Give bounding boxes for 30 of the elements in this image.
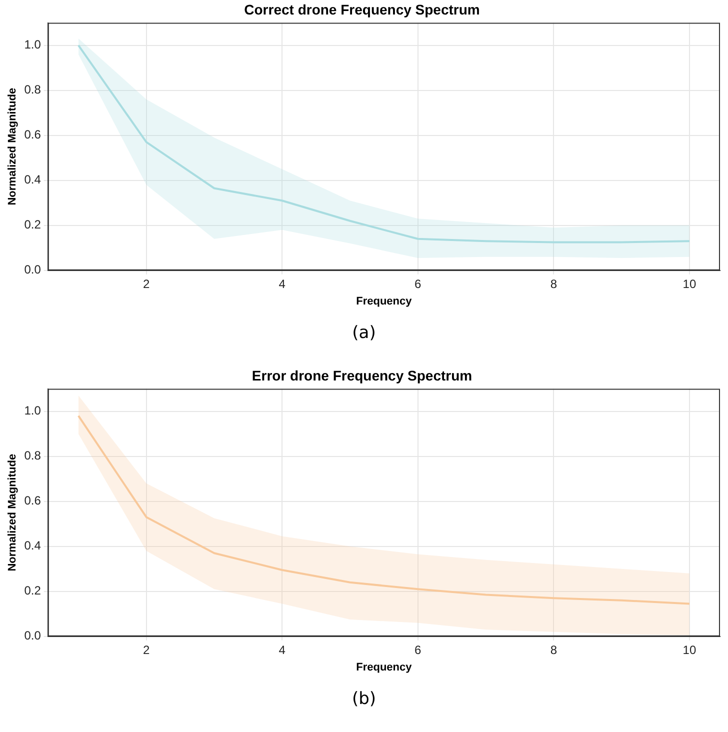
y-tick-label: 0.2 bbox=[24, 584, 42, 598]
y-tick-label: 0.0 bbox=[24, 628, 42, 643]
x-tick-label: 4 bbox=[278, 642, 286, 657]
x-tick-label: 6 bbox=[414, 642, 422, 657]
x-tick-label: 8 bbox=[550, 642, 558, 657]
y-tick-label: 1.0 bbox=[24, 38, 42, 52]
x-tick-label: 10 bbox=[682, 276, 696, 291]
y-axis-title: Normalized Magnitude bbox=[6, 454, 19, 572]
y-tick-label: 0.8 bbox=[24, 448, 42, 463]
y-tick-label: 0.2 bbox=[24, 218, 42, 232]
text: (a) bbox=[351, 322, 377, 345]
y-tick-label: 0.4 bbox=[24, 538, 42, 553]
x-axis-title: Frequency bbox=[356, 295, 413, 308]
x-tick-label: 8 bbox=[550, 276, 558, 291]
chart-title: Correct drone Frequency Spectrum bbox=[244, 1, 480, 18]
y-tick-label: 0.6 bbox=[24, 128, 42, 142]
y-tick-label: 0.0 bbox=[24, 262, 42, 277]
y-tick-label: 0.6 bbox=[24, 494, 42, 508]
x-tick-label: 2 bbox=[142, 642, 150, 657]
x-axis-title: Frequency bbox=[356, 661, 413, 674]
x-tick-label: 6 bbox=[414, 276, 422, 291]
y-axis-title: Normalized Magnitude bbox=[6, 88, 19, 206]
y-tick-label: 0.8 bbox=[24, 82, 42, 97]
y-tick-label: 1.0 bbox=[24, 404, 42, 418]
x-tick-label: 2 bbox=[142, 276, 150, 291]
y-tick-label: 0.4 bbox=[24, 172, 42, 187]
chart-title: Error drone Frequency Spectrum bbox=[252, 367, 472, 384]
x-tick-label: 4 bbox=[278, 276, 286, 291]
x-tick-label: 10 bbox=[682, 642, 696, 657]
text: (b) bbox=[350, 688, 378, 711]
